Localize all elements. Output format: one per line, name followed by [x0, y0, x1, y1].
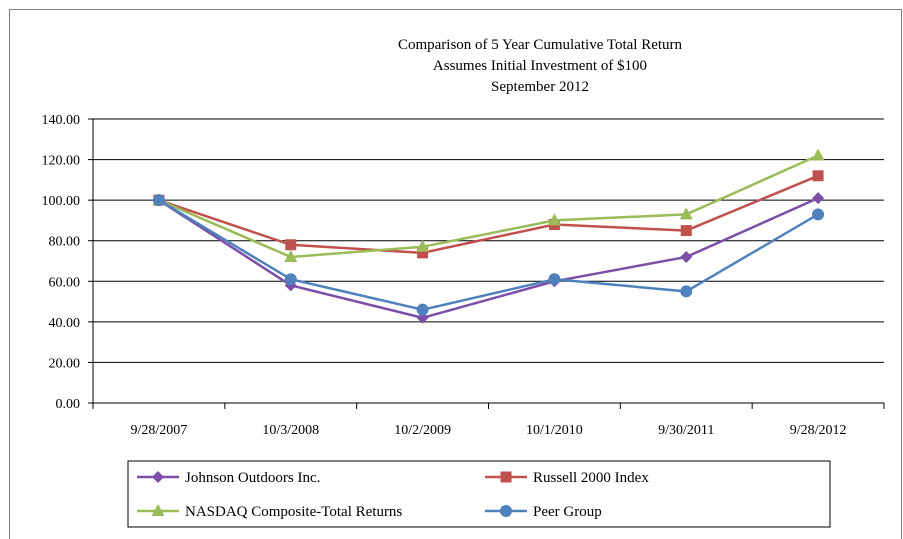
legend-swatch-marker — [500, 505, 512, 517]
x-tick-label: 10/3/2008 — [262, 423, 319, 438]
data-point — [152, 194, 165, 207]
series-1 — [153, 170, 824, 259]
x-axis-ticks: 9/28/2007 10/3/2008 10/2/2009 10/1/2010 9/30… — [92, 403, 885, 438]
series-lines — [152, 148, 825, 324]
series-2 — [152, 148, 825, 262]
data-point — [417, 247, 429, 259]
series-line — [158, 196, 819, 320]
chart-title-line-2: Assumes Initial Investment of $100 — [433, 58, 647, 74]
x-tick-label: 9/30/2011 — [658, 423, 714, 438]
data-point — [680, 225, 692, 237]
data-point — [680, 285, 693, 298]
chart-title-line-1: Comparison of 5 Year Cumulative Total Re… — [398, 37, 683, 53]
series-line — [158, 199, 819, 311]
legend-swatch-marker — [151, 504, 165, 516]
y-tick-label: 100.00 — [42, 194, 81, 209]
x-tick-label: 10/1/2010 — [526, 423, 583, 438]
x-tick-label: 9/28/2007 — [131, 423, 188, 438]
data-point — [811, 148, 825, 161]
x-tick-label: 9/28/2012 — [790, 423, 847, 438]
y-tick-label: 120.00 — [42, 154, 81, 169]
data-point — [285, 239, 297, 251]
data-point — [812, 192, 825, 205]
legend-swatch-marker — [500, 471, 512, 483]
legend-item: Peer Group — [485, 504, 602, 520]
data-point — [548, 273, 561, 286]
y-tick-label: 0.00 — [56, 397, 81, 412]
data-point — [812, 208, 825, 221]
data-point — [284, 249, 298, 262]
legend-label: Johnson Outdoors Inc. — [185, 470, 320, 486]
data-point — [416, 239, 430, 252]
series-line — [158, 174, 819, 255]
series-3 — [152, 194, 825, 316]
legend-label: Peer Group — [533, 504, 602, 520]
legend-item: NASDAQ Composite-Total Returns — [137, 504, 402, 520]
series-line — [158, 154, 819, 259]
legend-item: Johnson Outdoors Inc. — [137, 470, 320, 486]
legend-box — [127, 460, 831, 528]
y-tick-label: 20.00 — [49, 356, 81, 371]
data-point — [284, 273, 297, 286]
data-point — [547, 213, 561, 226]
y-axis-ticks: 0.00 20.00 40.00 60.00 80.00 100.00 120.00 140.… — [42, 113, 81, 412]
data-point — [812, 170, 824, 182]
data-point — [680, 250, 693, 263]
legend: Johnson Outdoors Inc. Russell 2000 Index N… — [127, 460, 831, 528]
legend-label: NASDAQ Composite-Total Returns — [185, 504, 402, 520]
legend-item: Russell 2000 Index — [485, 470, 649, 486]
legend-swatch-marker — [152, 471, 164, 483]
chart-frame — [9, 9, 902, 539]
x-tick-label: 10/2/2009 — [394, 423, 451, 438]
y-tick-label: 40.00 — [49, 316, 81, 331]
y-tick-label: 140.00 — [42, 113, 81, 128]
data-point — [416, 303, 429, 316]
y-tick-label: 60.00 — [49, 275, 81, 290]
gridlines — [88, 118, 884, 404]
legend-label: Russell 2000 Index — [533, 470, 649, 486]
chart-title-line-3: September 2012 — [491, 79, 589, 95]
y-tick-label: 80.00 — [49, 235, 81, 250]
chart-title: Comparison of 5 Year Cumulative Total Re… — [398, 37, 683, 95]
data-point — [679, 207, 693, 220]
